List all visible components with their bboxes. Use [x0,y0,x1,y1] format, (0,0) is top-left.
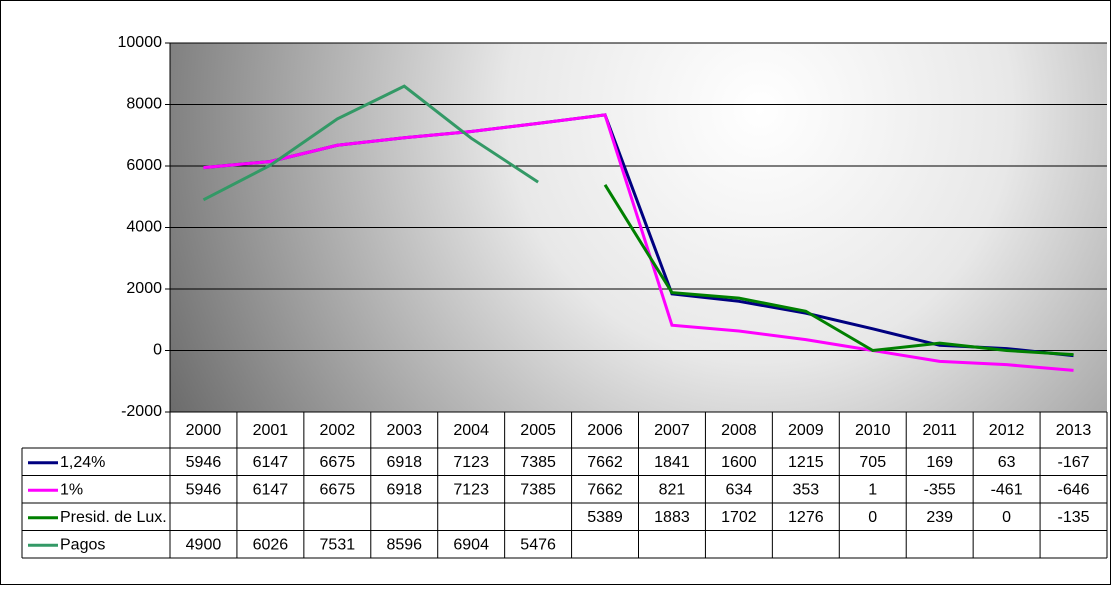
table-value: -355 [924,481,956,498]
table-value: 1702 [721,509,757,526]
x-tick-label: 2005 [520,422,556,439]
table-value: 1841 [654,454,690,471]
table-value: 1600 [721,454,757,471]
x-tick-label: 2004 [453,422,489,439]
x-tick-label: 2003 [386,422,422,439]
table-value: 7385 [520,481,556,498]
table-value: 63 [998,454,1016,471]
series-line [603,183,1074,357]
table-value: 4900 [186,536,222,553]
table-value: 0 [868,509,877,526]
table-value: 7385 [520,454,556,471]
legend-label: Pagos [60,536,105,553]
table-value: 6904 [453,536,489,553]
y-tick-label: 2000 [126,280,162,297]
table-value: 7123 [453,454,489,471]
table-value: 169 [926,454,953,471]
legend-label: 1% [60,481,83,498]
table-value: 5946 [186,454,222,471]
y-tick-label: 10000 [118,34,163,51]
y-tick-label: 8000 [126,96,162,113]
series-line [202,84,539,202]
table-value: 7123 [453,481,489,498]
legend-label: 1,24% [60,454,105,471]
table-value: 5476 [520,536,556,553]
table-value: 1 [868,481,877,498]
table-value: 8596 [386,536,422,553]
table-value: -646 [1058,481,1090,498]
y-tick-label: 0 [153,342,162,359]
table-value: 7531 [320,536,356,553]
table-value: 634 [726,481,753,498]
table-value: 1276 [788,509,824,526]
table-value: -461 [991,481,1023,498]
legend-label: Presid. de Lux. [60,509,167,526]
table-value: 1215 [788,454,824,471]
x-tick-label: 2006 [587,422,623,439]
table-value: 7662 [587,454,623,471]
x-tick-label: 2000 [186,422,222,439]
table-value: 239 [926,509,953,526]
table-value: 353 [792,481,819,498]
table-value: 821 [659,481,686,498]
series-line [203,113,1074,372]
y-tick-label: 4000 [126,219,162,236]
x-tick-label: 2010 [855,422,891,439]
x-tick-label: 2002 [320,422,356,439]
table-value: -167 [1058,454,1090,471]
table-value: 5389 [587,509,623,526]
table-value: 6918 [386,481,422,498]
table-value: 6026 [253,536,289,553]
table-value: 7662 [587,481,623,498]
table-value: 6147 [253,481,289,498]
table-value: 6147 [253,454,289,471]
x-tick-label: 2001 [253,422,289,439]
table-value: 1883 [654,509,690,526]
x-tick-label: 2009 [788,422,824,439]
y-tick-label: -2000 [121,403,162,420]
y-tick-label: 6000 [126,157,162,174]
x-tick-label: 2011 [922,422,957,439]
x-tick-label: 2012 [989,422,1025,439]
table-value: 705 [859,454,886,471]
x-tick-label: 2007 [654,422,690,439]
x-tick-label: 2008 [721,422,757,439]
table-value: 5946 [186,481,222,498]
table-value: 0 [1002,509,1011,526]
table-value: -135 [1058,509,1090,526]
x-tick-label: 2013 [1056,422,1092,439]
table-value: 6918 [386,454,422,471]
table-value: 6675 [320,481,356,498]
table-value: 6675 [320,454,356,471]
